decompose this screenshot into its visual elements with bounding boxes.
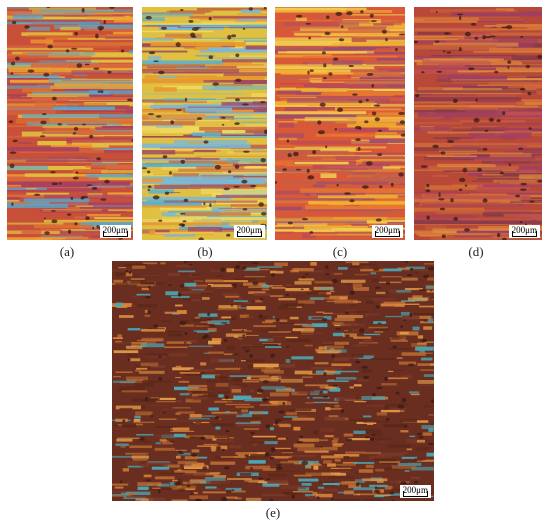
scale-label-d: 200μm (511, 225, 537, 235)
scale-label-c: 200μm (374, 225, 400, 235)
micrograph-b-image (142, 7, 267, 240)
scale-label-a: 200μm (102, 225, 128, 235)
scale-bar-b: 200μm (233, 225, 265, 238)
scale-bar-d: 200μm (508, 225, 540, 238)
micrograph-d-image (414, 7, 542, 240)
micrograph-d: 200μm (414, 7, 542, 240)
micrograph-e: 200μm (112, 261, 434, 501)
micrograph-b: 200μm (142, 7, 267, 240)
caption-b: (b) (197, 244, 213, 259)
caption-c: (c) (332, 244, 348, 259)
micrograph-e-image (112, 261, 434, 501)
micrograph-c: 200μm (275, 7, 405, 240)
micrograph-c-image (275, 7, 405, 240)
scale-bar-c: 200μm (371, 225, 403, 238)
scale-bar-e: 200μm (399, 485, 431, 498)
scale-label-b: 200μm (236, 225, 262, 235)
micrograph-a-image (7, 7, 133, 240)
scale-bar-a: 200μm (99, 225, 131, 238)
scale-label-e: 200μm (402, 485, 428, 495)
caption-a: (a) (59, 244, 75, 259)
caption-e: (e) (265, 505, 281, 520)
caption-d: (d) (468, 244, 484, 259)
micrograph-a: 200μm (7, 7, 133, 240)
